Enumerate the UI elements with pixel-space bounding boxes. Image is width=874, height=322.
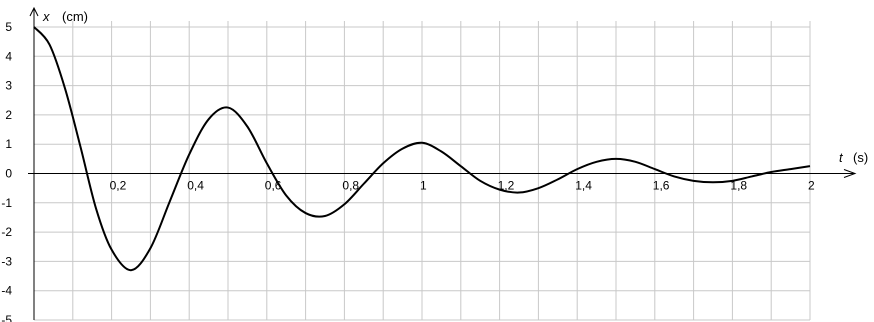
y-tick-label: -1 bbox=[1, 196, 12, 210]
x-axis-arrow bbox=[843, 169, 857, 178]
axes bbox=[28, 6, 857, 320]
axis-titles: x (cm) t (s) bbox=[42, 9, 868, 165]
y-axis-arrow bbox=[29, 6, 39, 17]
x-tick-label: 1,6 bbox=[653, 179, 670, 193]
tick-labels: 0,2 0,4 0,6 0,8 1 1,2 1,4 1,6 1,8 2543210-1-2-3-4… bbox=[1, 20, 815, 322]
x-tick-label: 1,4 bbox=[575, 179, 592, 193]
y-tick-label: -4 bbox=[1, 284, 12, 298]
grid bbox=[34, 21, 811, 321]
y-tick-label: -3 bbox=[1, 254, 12, 268]
series bbox=[33, 26, 811, 272]
x-tick-label: 0,8 bbox=[342, 179, 359, 193]
y-axis-unit: (cm) bbox=[62, 9, 88, 24]
x-tick-label: 1 bbox=[420, 179, 427, 193]
y-tick-label: 2 bbox=[5, 108, 12, 122]
y-tick-label: 0 bbox=[5, 167, 12, 181]
y-tick-label: 5 bbox=[5, 20, 12, 34]
series-line bbox=[33, 26, 811, 272]
x-tick-label: 2 bbox=[808, 179, 815, 193]
x-axis-symbol: t bbox=[839, 150, 844, 165]
x-axis-unit: (s) bbox=[853, 150, 868, 165]
y-tick-label: 4 bbox=[5, 49, 12, 63]
y-tick-label: -2 bbox=[1, 225, 12, 239]
x-tick-label: 0,2 bbox=[110, 179, 127, 193]
y-axis-symbol: x bbox=[42, 9, 50, 24]
x-tick-label: 0,4 bbox=[187, 179, 204, 193]
x-tick-label: 1,8 bbox=[730, 179, 747, 193]
y-tick-label: -5 bbox=[1, 313, 12, 322]
y-tick-label: 3 bbox=[5, 79, 12, 93]
x-tick-label: 1,2 bbox=[498, 179, 515, 193]
y-tick-label: 1 bbox=[5, 137, 12, 151]
